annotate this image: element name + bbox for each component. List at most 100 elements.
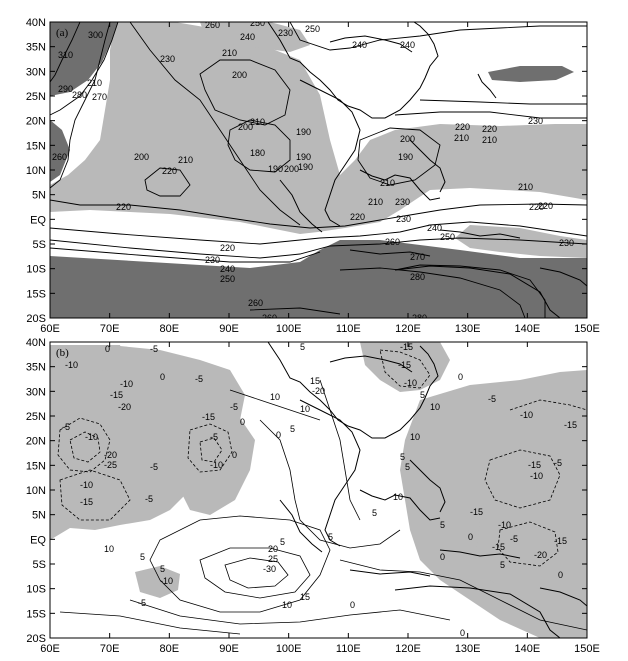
contour-label: 220	[529, 202, 544, 212]
contour-label: 300	[88, 30, 103, 40]
contour-label: 270	[410, 252, 425, 262]
contour-label: -5	[195, 374, 203, 384]
contour-label: -10	[210, 460, 223, 470]
y-tick-label: 40N	[26, 17, 46, 29]
contour-label: -15	[110, 390, 123, 400]
x-tick-label: 150E	[574, 323, 600, 335]
contour-label: 0	[160, 372, 165, 382]
contour-label: 200	[134, 152, 149, 162]
contour-label: -30	[263, 564, 276, 574]
contour-label: -10	[160, 576, 173, 586]
y-tick-label: EQ	[30, 214, 46, 226]
shade-region-main-a	[50, 22, 587, 234]
shade-region-ne-dark-a	[488, 66, 574, 82]
contour-label: 200	[238, 122, 253, 132]
contour-label: 5	[160, 564, 165, 574]
y-tick-label: 40N	[26, 337, 46, 349]
y-tick-label: 5N	[32, 510, 46, 522]
panel-label-a: (a)	[56, 27, 69, 39]
contour-label: 220	[220, 243, 235, 253]
contour-label: 220	[455, 122, 470, 132]
x-tick-label: 80E	[160, 323, 180, 335]
contour-label: 200	[400, 134, 415, 144]
panel-a: 260 250 300 310 240 230 210 230 250 240 …	[26, 17, 600, 335]
contour-label: -5	[62, 422, 70, 432]
contour-label: 230	[396, 214, 411, 224]
contour-label: 240	[400, 40, 415, 50]
contour-label: 260	[52, 152, 67, 162]
contour-label: -10	[65, 360, 78, 370]
contour-label: -10	[404, 378, 417, 388]
contour-label: -5	[210, 432, 218, 442]
contour-label: 290	[58, 84, 73, 94]
x-tick-label: 100E	[276, 323, 302, 335]
contour-lines-a	[50, 22, 587, 318]
contour-label: 210	[482, 135, 497, 145]
contour-label: 210	[250, 117, 265, 127]
x-tick-label: 60E	[40, 323, 60, 335]
contour-label: 280	[412, 313, 427, 323]
coastlines-b	[267, 342, 587, 638]
contour-label: 220	[482, 124, 497, 134]
contour-label: -20	[312, 386, 325, 396]
contour-label: 0	[240, 417, 245, 427]
y-tick-label: 35N	[26, 42, 46, 54]
contour-label: -5	[145, 494, 153, 504]
contour-label: 240	[240, 32, 255, 42]
x-tick-label: 140E	[514, 323, 540, 335]
x-tick-label: 140E	[514, 643, 540, 655]
contour-label: 10	[393, 492, 403, 502]
y-axis-b: 40N 35N 30N 25N 20N 15N 10N 5N EQ 5S 10S 15S 20S	[26, 337, 587, 645]
shade-region-nw-dark2-a	[50, 120, 70, 182]
contour-label: 5	[290, 424, 295, 434]
contour-label: 270	[92, 92, 107, 102]
contour-label: 180	[250, 148, 265, 158]
y-tick-label: 15S	[26, 288, 46, 300]
contour-label: 280	[72, 90, 87, 100]
contour-label: 220	[350, 212, 365, 222]
contour-label: 220	[116, 202, 131, 212]
x-tick-label: 60E	[40, 643, 60, 655]
contour-label: 230	[278, 28, 293, 38]
contour-label: 230	[205, 255, 220, 265]
contour-label: 250	[440, 232, 455, 242]
contour-label: 5	[140, 552, 145, 562]
contour-label: 210	[518, 182, 533, 192]
contour-label: -10	[520, 410, 533, 420]
contour-label: -5	[138, 598, 146, 608]
y-tick-label: 10S	[26, 584, 46, 596]
y-tick-label: 5N	[32, 190, 46, 202]
x-tick-label: 90E	[219, 643, 239, 655]
contour-label: -15	[470, 507, 483, 517]
y-tick-label: 5S	[33, 559, 46, 571]
x-axis-a: 60E 70E 80E 90E 100E 110E 120E 130E 140E 150E	[40, 22, 600, 335]
contour-label: 0	[460, 628, 465, 638]
contour-label: 200	[284, 164, 299, 174]
contour-label: 5	[400, 452, 405, 462]
contour-label: 210	[454, 133, 469, 143]
y-tick-label: 15N	[26, 460, 46, 472]
shade-region-nw-b	[50, 345, 125, 372]
y-tick-label: 20S	[26, 313, 46, 325]
contour-label: 210	[222, 48, 237, 58]
x-tick-label: 110E	[336, 323, 361, 335]
contour-label: -5	[488, 394, 496, 404]
contour-label: -10	[80, 480, 93, 490]
contour-label: 0	[558, 570, 563, 580]
y-tick-label: 5S	[33, 239, 46, 251]
contour-label: -25	[104, 460, 117, 470]
contour-label: 190	[298, 162, 313, 172]
contour-label: 25	[268, 554, 278, 564]
contour-label: 250	[250, 18, 265, 28]
contour-label: 210	[87, 78, 102, 88]
contour-label: 260	[248, 298, 263, 308]
contour-label: -15	[528, 460, 541, 470]
x-tick-label: 110E	[336, 643, 361, 655]
contour-label: -15	[398, 360, 411, 370]
panel-b: -5 -10 0 -5 -15 -10 0 -5 -20 -5 -15 -10 …	[26, 337, 600, 655]
contour-label: 0	[276, 430, 281, 440]
contour-label: -15	[554, 536, 567, 546]
shade-region-nw-dark-a	[50, 22, 118, 96]
contour-label: 220	[162, 166, 177, 176]
contour-label: 260	[205, 20, 220, 30]
